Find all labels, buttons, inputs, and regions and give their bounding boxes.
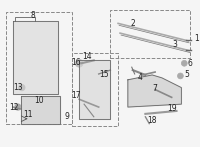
Text: 18: 18 bbox=[147, 116, 157, 125]
Text: 13: 13 bbox=[13, 83, 23, 92]
Text: 9: 9 bbox=[64, 112, 69, 121]
Bar bbox=[72, 53, 118, 126]
Text: 12: 12 bbox=[9, 103, 19, 112]
Text: 11: 11 bbox=[23, 110, 32, 119]
Text: 19: 19 bbox=[167, 103, 176, 113]
Bar bbox=[6, 12, 72, 124]
Polygon shape bbox=[13, 21, 58, 94]
Text: 6: 6 bbox=[188, 59, 193, 68]
Polygon shape bbox=[79, 60, 110, 119]
Circle shape bbox=[19, 85, 25, 91]
Text: 8: 8 bbox=[30, 11, 35, 20]
Bar bbox=[110, 10, 190, 58]
Text: 3: 3 bbox=[172, 40, 177, 49]
Text: 4: 4 bbox=[138, 73, 143, 82]
Text: 2: 2 bbox=[130, 19, 135, 28]
Polygon shape bbox=[21, 96, 60, 124]
Text: 5: 5 bbox=[185, 70, 190, 80]
Text: 15: 15 bbox=[99, 70, 108, 80]
Text: 1: 1 bbox=[195, 34, 199, 44]
Text: 14: 14 bbox=[82, 52, 92, 61]
Text: 10: 10 bbox=[35, 96, 44, 105]
Text: 7: 7 bbox=[153, 84, 158, 93]
Circle shape bbox=[177, 73, 183, 79]
Text: 16: 16 bbox=[71, 58, 81, 67]
Circle shape bbox=[15, 104, 21, 110]
Circle shape bbox=[75, 59, 83, 67]
Text: 17: 17 bbox=[71, 91, 81, 100]
Circle shape bbox=[181, 60, 187, 66]
Polygon shape bbox=[128, 75, 181, 107]
